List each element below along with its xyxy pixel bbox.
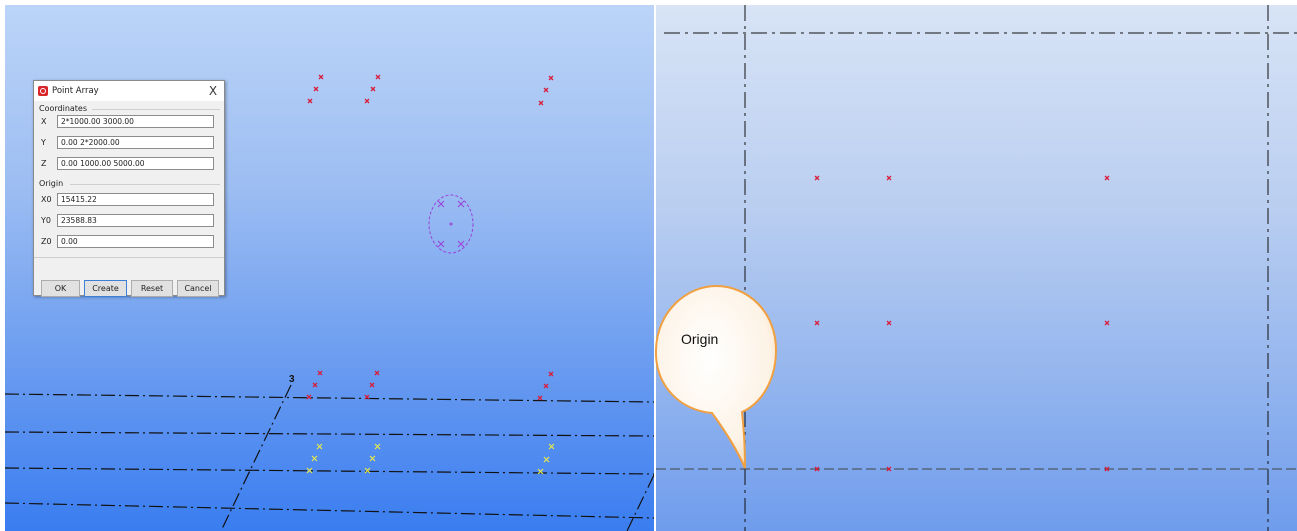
x-field-label: X <box>41 117 47 126</box>
preview-point-markers <box>306 443 555 475</box>
preview-point-marker <box>548 443 555 450</box>
point-marker <box>317 370 323 376</box>
point-markers-bottom <box>306 370 554 401</box>
point-marker <box>307 98 313 104</box>
grid-line <box>220 384 292 531</box>
point-marker <box>370 86 376 92</box>
grid-line <box>626 474 654 531</box>
preview-point-marker <box>537 468 544 475</box>
dialog-title: Point Array <box>52 86 99 96</box>
point-marker <box>306 394 312 400</box>
y-coordinates-input[interactable]: 0.00 2*2000.00 <box>57 136 214 149</box>
preview-point-marker <box>374 443 381 450</box>
point-marker <box>814 320 820 326</box>
z-coordinates-input[interactable]: 0.00 1000.00 5000.00 <box>57 157 214 170</box>
point-marker <box>1104 466 1110 472</box>
point-marker <box>364 98 370 104</box>
app-logo-icon <box>38 86 48 96</box>
x-coordinates-input[interactable]: 2*1000.00 3000.00 <box>57 115 214 128</box>
point-marker <box>543 383 549 389</box>
button-divider <box>34 257 224 258</box>
section-divider <box>70 184 220 185</box>
create-button[interactable]: Create <box>84 280 127 297</box>
point-marker <box>375 74 381 80</box>
grid-line <box>5 431 654 437</box>
coordinates-section-label: Coordinates <box>39 104 88 113</box>
x0-origin-input[interactable]: 15415.22 <box>57 193 214 206</box>
z0-origin-input[interactable]: 0.00 <box>57 235 214 248</box>
section-divider <box>92 109 220 110</box>
snap-cursor-icon <box>428 194 474 254</box>
grid-line <box>5 393 654 403</box>
right-viewport-graphics <box>656 5 1297 531</box>
point-marker <box>318 74 324 80</box>
point-marker <box>886 466 892 472</box>
point-marker <box>886 320 892 326</box>
point-marker <box>814 175 820 181</box>
point-marker <box>537 395 543 401</box>
preview-point-marker <box>364 467 371 474</box>
point-marker <box>548 371 554 377</box>
close-icon[interactable]: X <box>208 84 218 98</box>
point-markers-top <box>307 74 554 106</box>
dialog-title-bar[interactable]: Point Array X <box>34 81 224 101</box>
point-marker <box>312 382 318 388</box>
grid-line <box>5 467 654 475</box>
preview-point-marker <box>543 456 550 463</box>
reset-button[interactable]: Reset <box>131 280 173 297</box>
point-array-dialog: Point Array X Coordinates X 2*1000.00 30… <box>33 80 225 297</box>
point-marker <box>364 394 370 400</box>
y0-field-label: Y0 <box>41 216 51 225</box>
point-marker <box>538 100 544 106</box>
point-marker <box>374 370 380 376</box>
y0-origin-input[interactable]: 23588.83 <box>57 214 214 227</box>
callout-text: Origin <box>681 331 719 347</box>
grid-line <box>5 502 654 519</box>
y-field-label: Y <box>41 138 46 147</box>
point-marker <box>313 86 319 92</box>
preview-point-marker <box>306 467 313 474</box>
point-marker <box>548 75 554 81</box>
preview-point-marker <box>311 455 318 462</box>
left-viewport-graphics <box>5 74 654 531</box>
point-marker <box>886 175 892 181</box>
cancel-button[interactable]: Cancel <box>177 280 219 297</box>
ok-button[interactable]: OK <box>41 280 80 297</box>
preview-point-marker <box>316 443 323 450</box>
preview-point-marker <box>369 455 376 462</box>
grid-number-label: 3 <box>289 374 295 385</box>
plan-point-markers <box>814 175 1110 472</box>
point-marker <box>369 382 375 388</box>
point-marker <box>814 466 820 472</box>
left-viewport[interactable]: 3 Point Array X Coordinates X 2*1000.00 … <box>5 5 654 531</box>
right-viewport[interactable] <box>656 5 1297 531</box>
point-marker <box>1104 175 1110 181</box>
z0-field-label: Z0 <box>41 237 52 246</box>
x0-field-label: X0 <box>41 195 52 204</box>
point-marker <box>543 87 549 93</box>
origin-section-label: Origin <box>39 179 64 188</box>
point-marker <box>1104 320 1110 326</box>
z-field-label: Z <box>41 159 47 168</box>
